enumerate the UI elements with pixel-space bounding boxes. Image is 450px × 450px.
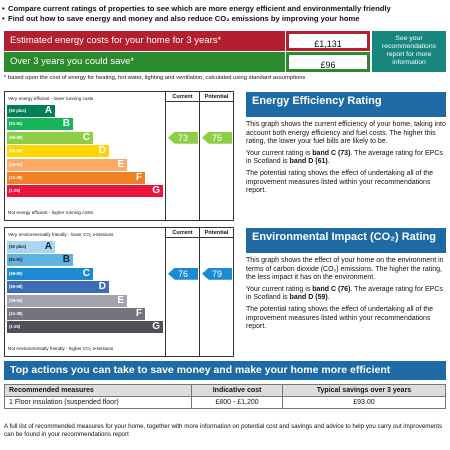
- band: A (92 plus): [7, 105, 55, 117]
- top-label: Very energy efficient - lower running co…: [8, 96, 94, 101]
- band-range: (1-20): [9, 324, 21, 330]
- footnote: * based upon the cost of energy for heat…: [4, 75, 306, 81]
- paragraph: The potential rating shows the effect of…: [246, 170, 446, 196]
- potential-arrow: 79: [202, 267, 232, 280]
- band-range: (92 plus): [9, 108, 27, 113]
- bullet: Find out how to save energy and money an…: [2, 14, 448, 23]
- text-run: The potential rating shows the effect of…: [246, 305, 434, 331]
- band: C (69-80): [7, 267, 93, 280]
- band: D (55-68): [7, 281, 109, 294]
- text-run: .: [327, 294, 330, 302]
- band-range: (1-20): [9, 188, 21, 194]
- band-range: (39-54): [9, 297, 23, 303]
- band: C (69-80): [7, 131, 93, 144]
- panel-text: This graph shows the current efficiency …: [246, 121, 446, 196]
- cost-label: Over 3 years you could save*: [4, 52, 285, 72]
- band: A (92 plus): [7, 241, 55, 253]
- header: Current: [165, 92, 199, 102]
- column-divider: [199, 228, 200, 356]
- note: See your recommendations report for more…: [372, 31, 446, 72]
- text-run: This graph shows the effect of your home…: [246, 257, 444, 282]
- header-cell: Typical savings over 3 years: [281, 384, 447, 397]
- panel-text: This graph shows the effect of your home…: [246, 257, 446, 332]
- actions-footer: A full list of recommended measures for …: [4, 423, 443, 438]
- band-range: (92 plus): [9, 244, 27, 249]
- current-arrow: 76: [168, 267, 198, 280]
- band: G (1-20): [7, 321, 163, 334]
- paragraph: The potential rating shows the effect of…: [246, 306, 446, 332]
- header: Current: [165, 228, 199, 238]
- cost-value: £96: [286, 52, 370, 72]
- cell: 1 Floor insulation (suspended floor): [3, 396, 193, 409]
- text-run: This graph shows the current efficiency …: [246, 121, 446, 146]
- bullet: Compare current ratings of properties to…: [2, 4, 448, 13]
- band: B (81-91): [7, 254, 73, 267]
- band: D (55-68): [7, 145, 109, 158]
- paragraph: This graph shows the current efficiency …: [246, 121, 446, 147]
- bottom-label: Not environmentally friendly - higher CO…: [8, 346, 114, 351]
- row: 1 Floor insulation (suspended floor) £800…: [3, 396, 447, 409]
- text-run: .: [327, 158, 330, 166]
- text-run: band C (76): [312, 285, 351, 293]
- band-range: (55-68): [9, 148, 23, 154]
- text-run: The potential rating shows the effect of…: [246, 169, 434, 195]
- header-cell: Indicative cost: [191, 384, 283, 397]
- text-run: Your current rating is: [246, 285, 313, 293]
- energy-panel: Energy Efficiency Rating This graph shows…: [246, 92, 446, 199]
- header-row: Recommended measures Indicative cost Typic…: [3, 384, 447, 397]
- text-run: band C (73): [312, 149, 351, 157]
- band: G (1-20): [7, 185, 163, 198]
- current-arrow: 73: [168, 131, 198, 144]
- band-range: (81-91): [9, 257, 23, 263]
- band: E (39-54): [7, 294, 127, 307]
- environment-panel: Environmental Impact (CO₂) Rating This gr…: [246, 228, 446, 335]
- cell: £800 - £1,200: [191, 396, 283, 409]
- top-label: Very environmentally friendly - lower CO…: [8, 232, 114, 237]
- band: F (21-38): [7, 308, 145, 320]
- band-range: (69-80): [9, 270, 23, 276]
- cost-label: Estimated energy costs for your home for…: [4, 31, 285, 51]
- band-range: (21-38): [9, 311, 23, 316]
- band-range: (21-38): [9, 175, 23, 180]
- paragraph: This graph shows the effect of your home…: [246, 257, 446, 283]
- column-divider: [165, 228, 166, 356]
- cost-value: £1,131: [286, 31, 370, 51]
- header-cell: Recommended measures: [3, 384, 193, 397]
- band: F (21-38): [7, 172, 145, 184]
- column-divider: [165, 92, 166, 220]
- text-run: Your current rating is: [246, 149, 313, 157]
- column-divider: [199, 92, 200, 220]
- band-range: (39-54): [9, 161, 23, 167]
- energy-chart: Current Potential Very energy efficient - …: [4, 91, 234, 221]
- text-run: band D (59): [289, 294, 328, 302]
- text-run: . The average rating for EPCs in Scotlan…: [246, 149, 443, 166]
- band-range: (69-80): [9, 134, 23, 140]
- header: Potential: [199, 92, 233, 102]
- potential-arrow: 75: [202, 131, 232, 144]
- actions-table: Recommended measures Indicative cost Typic…: [3, 384, 447, 409]
- band: E (39-54): [7, 158, 127, 171]
- band-range: (55-68): [9, 284, 23, 290]
- band-range: (81-91): [9, 121, 23, 127]
- panel-title: Energy Efficiency Rating: [246, 92, 446, 117]
- paragraph: Your current rating is band C (76). The …: [246, 286, 446, 303]
- paragraph: Your current rating is band C (73). The …: [246, 150, 446, 167]
- actions-title: Top actions you can take to save money a…: [4, 361, 446, 380]
- environment-chart: Current Potential Very environmentally fri…: [4, 227, 234, 357]
- bottom-label: Not energy efficient - higher running co…: [8, 210, 93, 215]
- band: B (81-91): [7, 118, 73, 131]
- panel-title: Environmental Impact (CO₂) Rating: [246, 228, 446, 253]
- text-run: band D (61): [289, 158, 328, 166]
- header: Potential: [199, 228, 233, 238]
- cell: £93.00: [281, 396, 447, 409]
- text-run: . The average rating for EPCs in Scotlan…: [246, 285, 443, 302]
